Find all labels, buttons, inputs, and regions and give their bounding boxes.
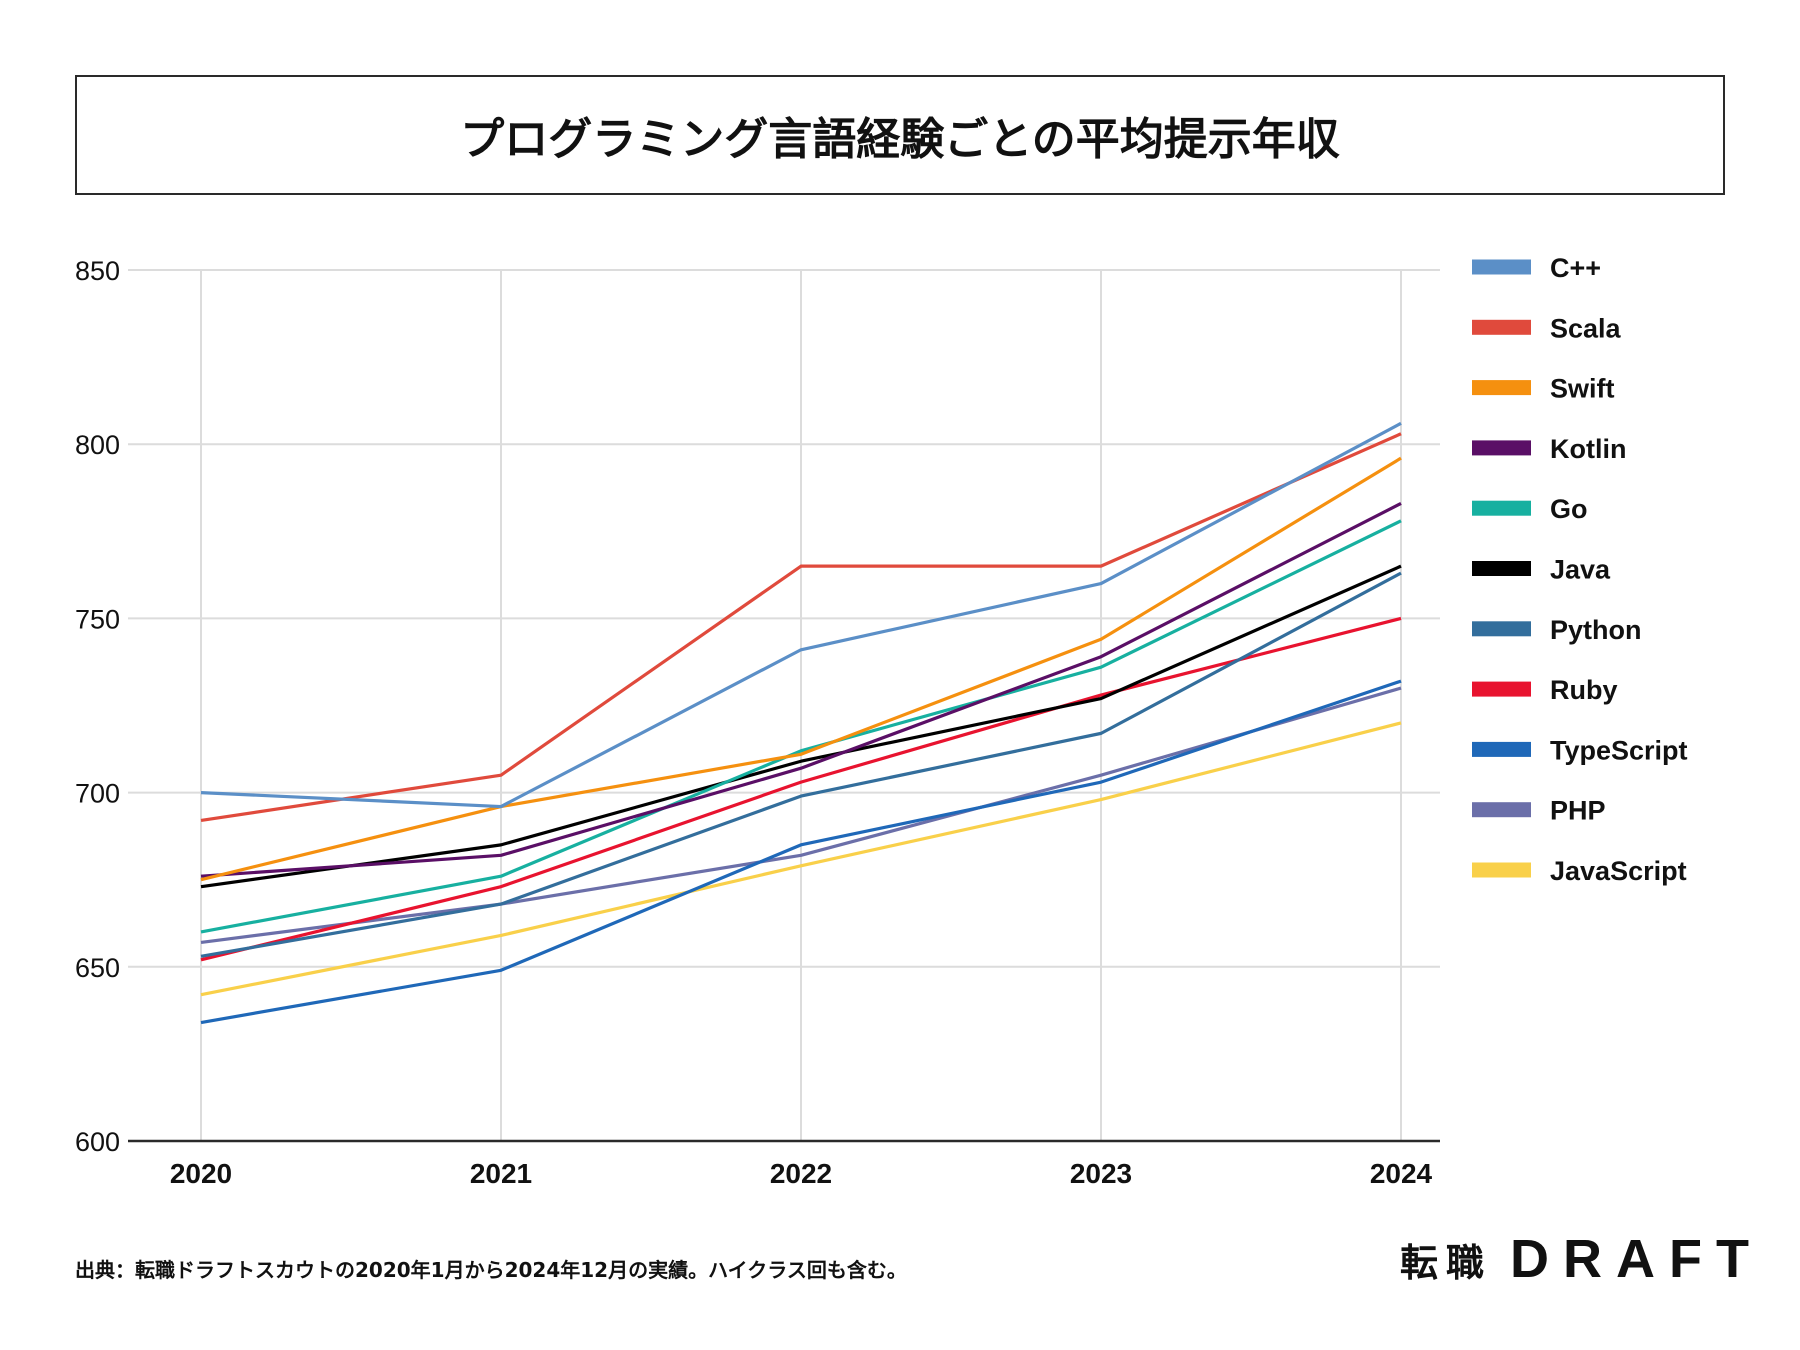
- y-tick-label: 650: [75, 953, 120, 983]
- y-tick-label: 800: [75, 430, 120, 460]
- legend-item-typescript: TypeScript: [1472, 735, 1688, 765]
- legend-swatch: [1472, 380, 1531, 396]
- y-tick-label: 750: [75, 604, 120, 634]
- y-tick-label: 850: [75, 256, 120, 286]
- series-line-swift: [200, 456, 1402, 882]
- legend-swatch: [1472, 802, 1531, 818]
- legend-swatch: [1472, 561, 1531, 576]
- legend-label: Java: [1550, 555, 1611, 585]
- gridlines: [128, 269, 1440, 1141]
- title-box: プログラミング言語経験ごとの平均提示年収: [75, 75, 1725, 195]
- legend-swatch: [1472, 862, 1531, 878]
- x-tick-label: 2020: [170, 1158, 232, 1189]
- legend-label: Scala: [1550, 313, 1622, 343]
- legend-swatch: [1472, 440, 1531, 456]
- x-tick-label: 2022: [770, 1158, 832, 1189]
- legend-label: PHP: [1550, 796, 1606, 826]
- source-note: 出典：転職ドラフトスカウトの2020年1月から2024年12月の実績。ハイクラス…: [75, 1258, 907, 1282]
- x-axis-ticks: 2020 2021 2022 2023 2024: [170, 1158, 1433, 1189]
- y-tick-label: 600: [75, 1127, 120, 1157]
- legend-item-scala: Scala: [1472, 313, 1622, 343]
- legend-item-php: PHP: [1472, 796, 1606, 826]
- series-line-scala: [200, 432, 1402, 823]
- legend-item-java: Java: [1472, 555, 1611, 585]
- legend-label: Swift: [1550, 374, 1615, 404]
- legend-label: Ruby: [1550, 675, 1618, 705]
- x-tick-label: 2023: [1070, 1158, 1132, 1189]
- legend-swatch: [1472, 500, 1531, 516]
- logo-japanese-text: 転職: [1400, 1240, 1493, 1285]
- legend-label: C++: [1550, 253, 1601, 283]
- series-line-go: [200, 519, 1402, 934]
- legend-swatch: [1472, 681, 1531, 697]
- series-line-java: [200, 564, 1402, 889]
- legend-swatch: [1472, 621, 1531, 637]
- series-lines: [200, 421, 1402, 1025]
- legend-label: Go: [1550, 494, 1588, 524]
- legend: C++ Scala Swift Kotlin Go Java Python Ruby TypeS…: [1472, 253, 1688, 886]
- x-tick-label: 2021: [470, 1158, 532, 1189]
- series-line-javascript: [200, 721, 1402, 997]
- legend-label: TypeScript: [1550, 735, 1688, 765]
- series-line-kotlin: [200, 502, 1402, 878]
- legend-item-kotlin: Kotlin: [1472, 434, 1626, 464]
- legend-item-c-: C++: [1472, 253, 1601, 283]
- legend-label: JavaScript: [1550, 856, 1687, 886]
- legend-item-python: Python: [1472, 615, 1642, 645]
- brand-logo: 転職 DRAFT: [1400, 1228, 1763, 1290]
- series-line-c-: [200, 421, 1402, 809]
- legend-swatch: [1472, 319, 1531, 335]
- legend-swatch: [1472, 259, 1531, 275]
- legend-item-ruby: Ruby: [1472, 675, 1618, 705]
- y-axis-ticks: 600 650 700 750 800 850: [75, 256, 120, 1157]
- legend-swatch: [1472, 741, 1531, 757]
- legend-item-swift: Swift: [1472, 374, 1615, 404]
- series-line-typescript: [200, 679, 1402, 1025]
- series-line-python: [200, 571, 1402, 958]
- x-tick-label: 2024: [1370, 1158, 1433, 1189]
- legend-item-go: Go: [1472, 494, 1588, 524]
- legend-item-javascript: JavaScript: [1472, 856, 1687, 886]
- series-line-ruby: [200, 616, 1402, 962]
- y-tick-label: 700: [75, 779, 120, 809]
- series-line-php: [200, 686, 1402, 944]
- chart-title: プログラミング言語経験ごとの平均提示年収: [460, 114, 1340, 165]
- legend-label: Python: [1550, 615, 1642, 645]
- logo-english-text: DRAFT: [1510, 1229, 1763, 1289]
- legend-label: Kotlin: [1550, 434, 1626, 464]
